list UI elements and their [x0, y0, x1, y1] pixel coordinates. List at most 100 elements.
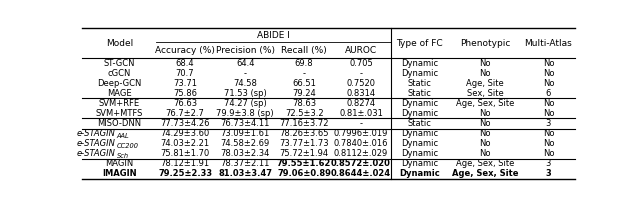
Text: 74.29±3.60: 74.29±3.60 — [161, 129, 210, 138]
Text: MAGIN: MAGIN — [106, 159, 134, 168]
Text: 79.25±2.33: 79.25±2.33 — [158, 169, 212, 178]
Text: 81.03±3.47: 81.03±3.47 — [218, 169, 272, 178]
Text: 0.7996±.019: 0.7996±.019 — [334, 129, 388, 138]
Text: No: No — [479, 119, 491, 128]
Text: Dynamic: Dynamic — [399, 169, 440, 178]
Text: No: No — [479, 59, 491, 68]
Text: No: No — [543, 79, 554, 88]
Text: 3: 3 — [545, 169, 551, 178]
Text: 0.8644±.024: 0.8644±.024 — [331, 169, 391, 178]
Text: e-STAGIN: e-STAGIN — [77, 149, 116, 158]
Text: cGCN: cGCN — [108, 69, 131, 78]
Text: 75.81±1.70: 75.81±1.70 — [161, 149, 210, 158]
Text: 3: 3 — [546, 119, 551, 128]
Text: 77.73±4.26: 77.73±4.26 — [161, 119, 210, 128]
Text: 0.8112±.029: 0.8112±.029 — [334, 149, 388, 158]
Text: Deep-GCN: Deep-GCN — [97, 79, 141, 88]
Text: No: No — [543, 149, 554, 158]
Text: Static: Static — [408, 79, 431, 88]
Text: e-STAGIN: e-STAGIN — [77, 129, 116, 138]
Text: Age, Site: Age, Site — [466, 79, 504, 88]
Text: 78.26±3.65: 78.26±3.65 — [280, 129, 329, 138]
Text: 68.4: 68.4 — [176, 59, 195, 68]
Text: -: - — [244, 69, 247, 78]
Text: No: No — [479, 129, 491, 138]
Text: 70.7: 70.7 — [176, 69, 195, 78]
Text: No: No — [479, 109, 491, 118]
Text: Model: Model — [106, 39, 133, 48]
Text: Sex, Site: Sex, Site — [467, 89, 503, 98]
Text: 73.71: 73.71 — [173, 79, 197, 88]
Text: MISO-DNN: MISO-DNN — [97, 119, 141, 128]
Text: Multi-Atlas: Multi-Atlas — [525, 39, 572, 48]
Text: 78.03±2.34: 78.03±2.34 — [221, 149, 270, 158]
Text: 78.12±1.91: 78.12±1.91 — [161, 159, 210, 168]
Text: 74.58: 74.58 — [234, 79, 257, 88]
Text: 73.77±1.73: 73.77±1.73 — [279, 139, 329, 148]
Text: 0.8274: 0.8274 — [346, 99, 376, 108]
Text: 76.73±4.11: 76.73±4.11 — [221, 119, 270, 128]
Text: 0.705: 0.705 — [349, 59, 373, 68]
Text: -: - — [360, 69, 362, 78]
Text: 0.81±.031: 0.81±.031 — [339, 109, 383, 118]
Text: Dynamic: Dynamic — [401, 109, 438, 118]
Text: 64.4: 64.4 — [236, 59, 255, 68]
Text: Dynamic: Dynamic — [401, 149, 438, 158]
Text: 78.63: 78.63 — [292, 99, 316, 108]
Text: AAL: AAL — [116, 133, 129, 139]
Text: ST-GCN: ST-GCN — [104, 59, 135, 68]
Text: 0.8572±.020: 0.8572±.020 — [331, 159, 391, 168]
Text: CC200: CC200 — [116, 143, 138, 149]
Text: Dynamic: Dynamic — [401, 139, 438, 148]
Text: Type of FC: Type of FC — [396, 39, 443, 48]
Text: 3: 3 — [546, 159, 551, 168]
Text: MAGE: MAGE — [107, 89, 132, 98]
Text: No: No — [479, 149, 491, 158]
Text: No: No — [543, 129, 554, 138]
Text: -: - — [360, 119, 362, 128]
Text: SVM+MTFS: SVM+MTFS — [96, 109, 143, 118]
Text: Dynamic: Dynamic — [401, 69, 438, 78]
Text: Dynamic: Dynamic — [401, 159, 438, 168]
Text: 74.58±2.69: 74.58±2.69 — [221, 139, 270, 148]
Text: 0.7520: 0.7520 — [346, 79, 376, 88]
Text: Age, Sex, Site: Age, Sex, Site — [452, 169, 518, 178]
Text: 76.7±2.7: 76.7±2.7 — [166, 109, 205, 118]
Text: 79.9±3.8 (sp): 79.9±3.8 (sp) — [216, 109, 274, 118]
Text: 73.09±1.61: 73.09±1.61 — [221, 129, 270, 138]
Text: No: No — [543, 59, 554, 68]
Text: Static: Static — [408, 89, 431, 98]
Text: Age, Sex, Site: Age, Sex, Site — [456, 159, 514, 168]
Text: ABIDE I: ABIDE I — [257, 31, 290, 40]
Text: SVM+RFE: SVM+RFE — [99, 99, 140, 108]
Text: e-STAGIN: e-STAGIN — [77, 139, 116, 148]
Text: 74.27 (sp): 74.27 (sp) — [224, 99, 267, 108]
Text: Static: Static — [408, 119, 431, 128]
Text: 79.06±0.89: 79.06±0.89 — [277, 169, 331, 178]
Text: -: - — [303, 69, 306, 78]
Text: 74.03±2.21: 74.03±2.21 — [161, 139, 210, 148]
Text: Sch: Sch — [116, 153, 129, 159]
Text: 72.5±3.2: 72.5±3.2 — [285, 109, 323, 118]
Text: 71.53 (sp): 71.53 (sp) — [224, 89, 267, 98]
Text: 0.8314: 0.8314 — [346, 89, 376, 98]
Text: No: No — [543, 139, 554, 148]
Text: 75.72±1.94: 75.72±1.94 — [280, 149, 329, 158]
Text: 78.37±2.11: 78.37±2.11 — [221, 159, 270, 168]
Text: Phenotypic: Phenotypic — [460, 39, 510, 48]
Text: AUROC: AUROC — [345, 46, 377, 55]
Text: IMAGIN: IMAGIN — [102, 169, 137, 178]
Text: 66.51: 66.51 — [292, 79, 316, 88]
Text: 69.8: 69.8 — [295, 59, 314, 68]
Text: Dynamic: Dynamic — [401, 129, 438, 138]
Text: 0.7840±.016: 0.7840±.016 — [334, 139, 388, 148]
Text: Dynamic: Dynamic — [401, 59, 438, 68]
Text: Dynamic: Dynamic — [401, 99, 438, 108]
Text: 76.63: 76.63 — [173, 99, 197, 108]
Text: 79.24: 79.24 — [292, 89, 316, 98]
Text: 6: 6 — [546, 89, 551, 98]
Text: Precision (%): Precision (%) — [216, 46, 275, 55]
Text: No: No — [543, 109, 554, 118]
Text: No: No — [479, 139, 491, 148]
Text: No: No — [543, 99, 554, 108]
